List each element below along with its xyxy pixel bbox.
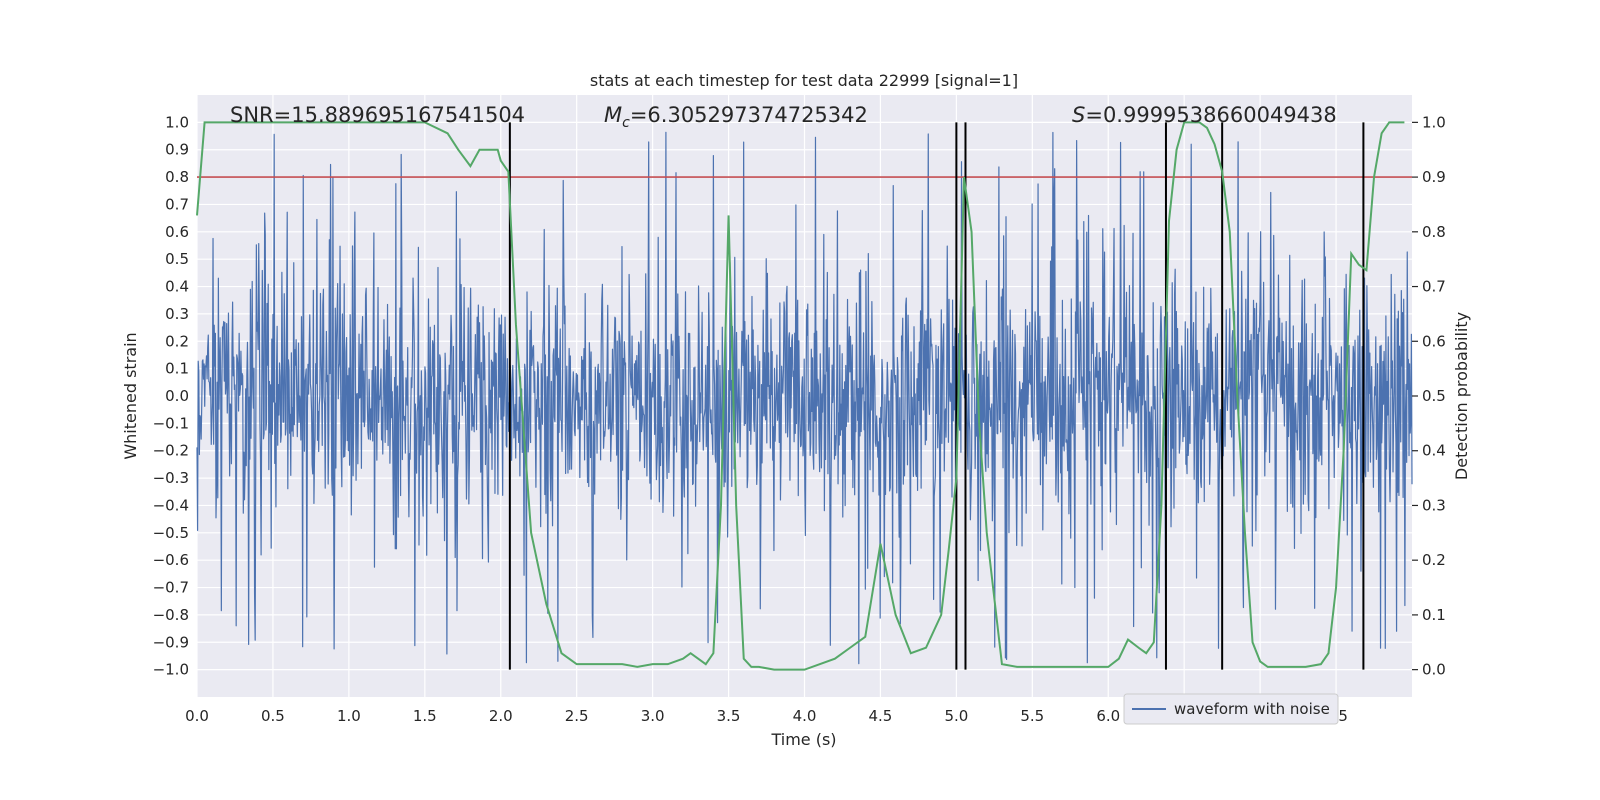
x-tick-label: 1.0 xyxy=(337,707,361,725)
x-tick-label: 4.0 xyxy=(793,707,817,725)
y-right-tick-label: 1.0 xyxy=(1422,113,1446,131)
waveform-series xyxy=(196,131,1413,665)
waveform-layer xyxy=(196,131,1413,665)
y-right-tick-label: 0.4 xyxy=(1422,442,1446,460)
y-left-tick-label: 0.2 xyxy=(165,332,189,350)
y-left-tick-label: 1.0 xyxy=(165,113,189,131)
y-right-tick-label: 0.7 xyxy=(1422,278,1446,296)
y-right-tick-label: 0.9 xyxy=(1422,168,1446,186)
y-left-tick-label: 0.9 xyxy=(165,141,189,159)
y-left-tick-label: −0.3 xyxy=(153,469,189,487)
y-left-tick-label: 0.7 xyxy=(165,195,189,213)
chirp-mass-annotation: Mc=6.305297374725342 xyxy=(604,103,868,131)
x-tick-label: 0.0 xyxy=(185,707,209,725)
y-left-tick-label: 0.0 xyxy=(165,387,189,405)
right-axis-ticks: 1.0 0.9 0.8 0.7 0.6 0.5 0.4 0.3 0.2 0.1 0.0 xyxy=(1412,113,1446,679)
y-left-tick-label: −0.6 xyxy=(153,551,189,569)
y-left-tick-label: 0.1 xyxy=(165,360,189,378)
chirp-mass-subscript: c xyxy=(622,115,630,131)
x-tick-label: 0.5 xyxy=(261,707,285,725)
y-left-tick-label: −0.7 xyxy=(153,579,189,597)
legend: waveform with noise xyxy=(1123,693,1339,725)
probability-layer xyxy=(196,121,1405,671)
y-left-tick-label: −0.9 xyxy=(153,633,189,651)
y-axis-left-label: Whitened strain xyxy=(121,332,140,459)
y-right-tick-label: 0.3 xyxy=(1422,496,1446,514)
left-axis-ticks: 1.0 0.9 0.8 0.7 0.6 0.5 0.4 0.3 0.2 0.1 0.0 −0.1 −0.… xyxy=(153,113,189,678)
x-tick-label: 5.5 xyxy=(1020,707,1044,725)
x-tick-label: 4.5 xyxy=(869,707,893,725)
y-right-tick-label: 0.5 xyxy=(1422,387,1446,405)
y-right-tick-label: 0.1 xyxy=(1422,606,1446,624)
y-left-tick-label: 0.4 xyxy=(165,278,189,296)
y-right-tick-label: 0.2 xyxy=(1422,551,1446,569)
y-axis-right-label: Detection probability xyxy=(1452,312,1471,480)
detection-probability-series xyxy=(196,121,1405,671)
snr-annotation: SNR=15.889695167541504 xyxy=(230,103,525,127)
y-right-tick-label: 0.0 xyxy=(1422,661,1446,679)
y-left-tick-label: 0.5 xyxy=(165,250,189,268)
y-left-tick-label: 0.3 xyxy=(165,305,189,323)
y-left-tick-label: −0.5 xyxy=(153,524,189,542)
s-annotation: S=0.9999538660049438 xyxy=(1072,103,1337,127)
x-tick-label: 5.0 xyxy=(944,707,968,725)
chart-title: stats at each timestep for test data 229… xyxy=(590,71,1018,90)
y-left-tick-label: 0.6 xyxy=(165,223,189,241)
y-left-tick-label: 0.8 xyxy=(165,168,189,186)
y-left-tick-label: −0.8 xyxy=(153,606,189,624)
x-tick-label: 2.0 xyxy=(489,707,513,725)
s-value: =0.9999538660049438 xyxy=(1085,103,1336,127)
x-tick-label: 1.5 xyxy=(413,707,437,725)
y-left-tick-label: −0.1 xyxy=(153,414,189,432)
chirp-mass-symbol: M xyxy=(604,103,622,127)
x-axis-label: Time (s) xyxy=(770,730,836,749)
y-left-tick-label: −0.2 xyxy=(153,442,189,460)
x-tick-label: 3.5 xyxy=(717,707,741,725)
x-tick-label: 2.5 xyxy=(565,707,589,725)
y-left-tick-label: −0.4 xyxy=(153,496,189,514)
x-tick-label: 6.0 xyxy=(1096,707,1120,725)
legend-waveform-label: waveform with noise xyxy=(1174,700,1330,718)
y-left-tick-label: −1.0 xyxy=(153,661,189,679)
y-right-tick-label: 0.8 xyxy=(1422,223,1446,241)
y-right-tick-label: 0.6 xyxy=(1422,332,1446,350)
s-symbol: S xyxy=(1072,103,1085,127)
chirp-mass-value: =6.305297374725342 xyxy=(630,103,868,127)
x-tick-label: 3.0 xyxy=(641,707,665,725)
legend-box xyxy=(1123,693,1339,725)
